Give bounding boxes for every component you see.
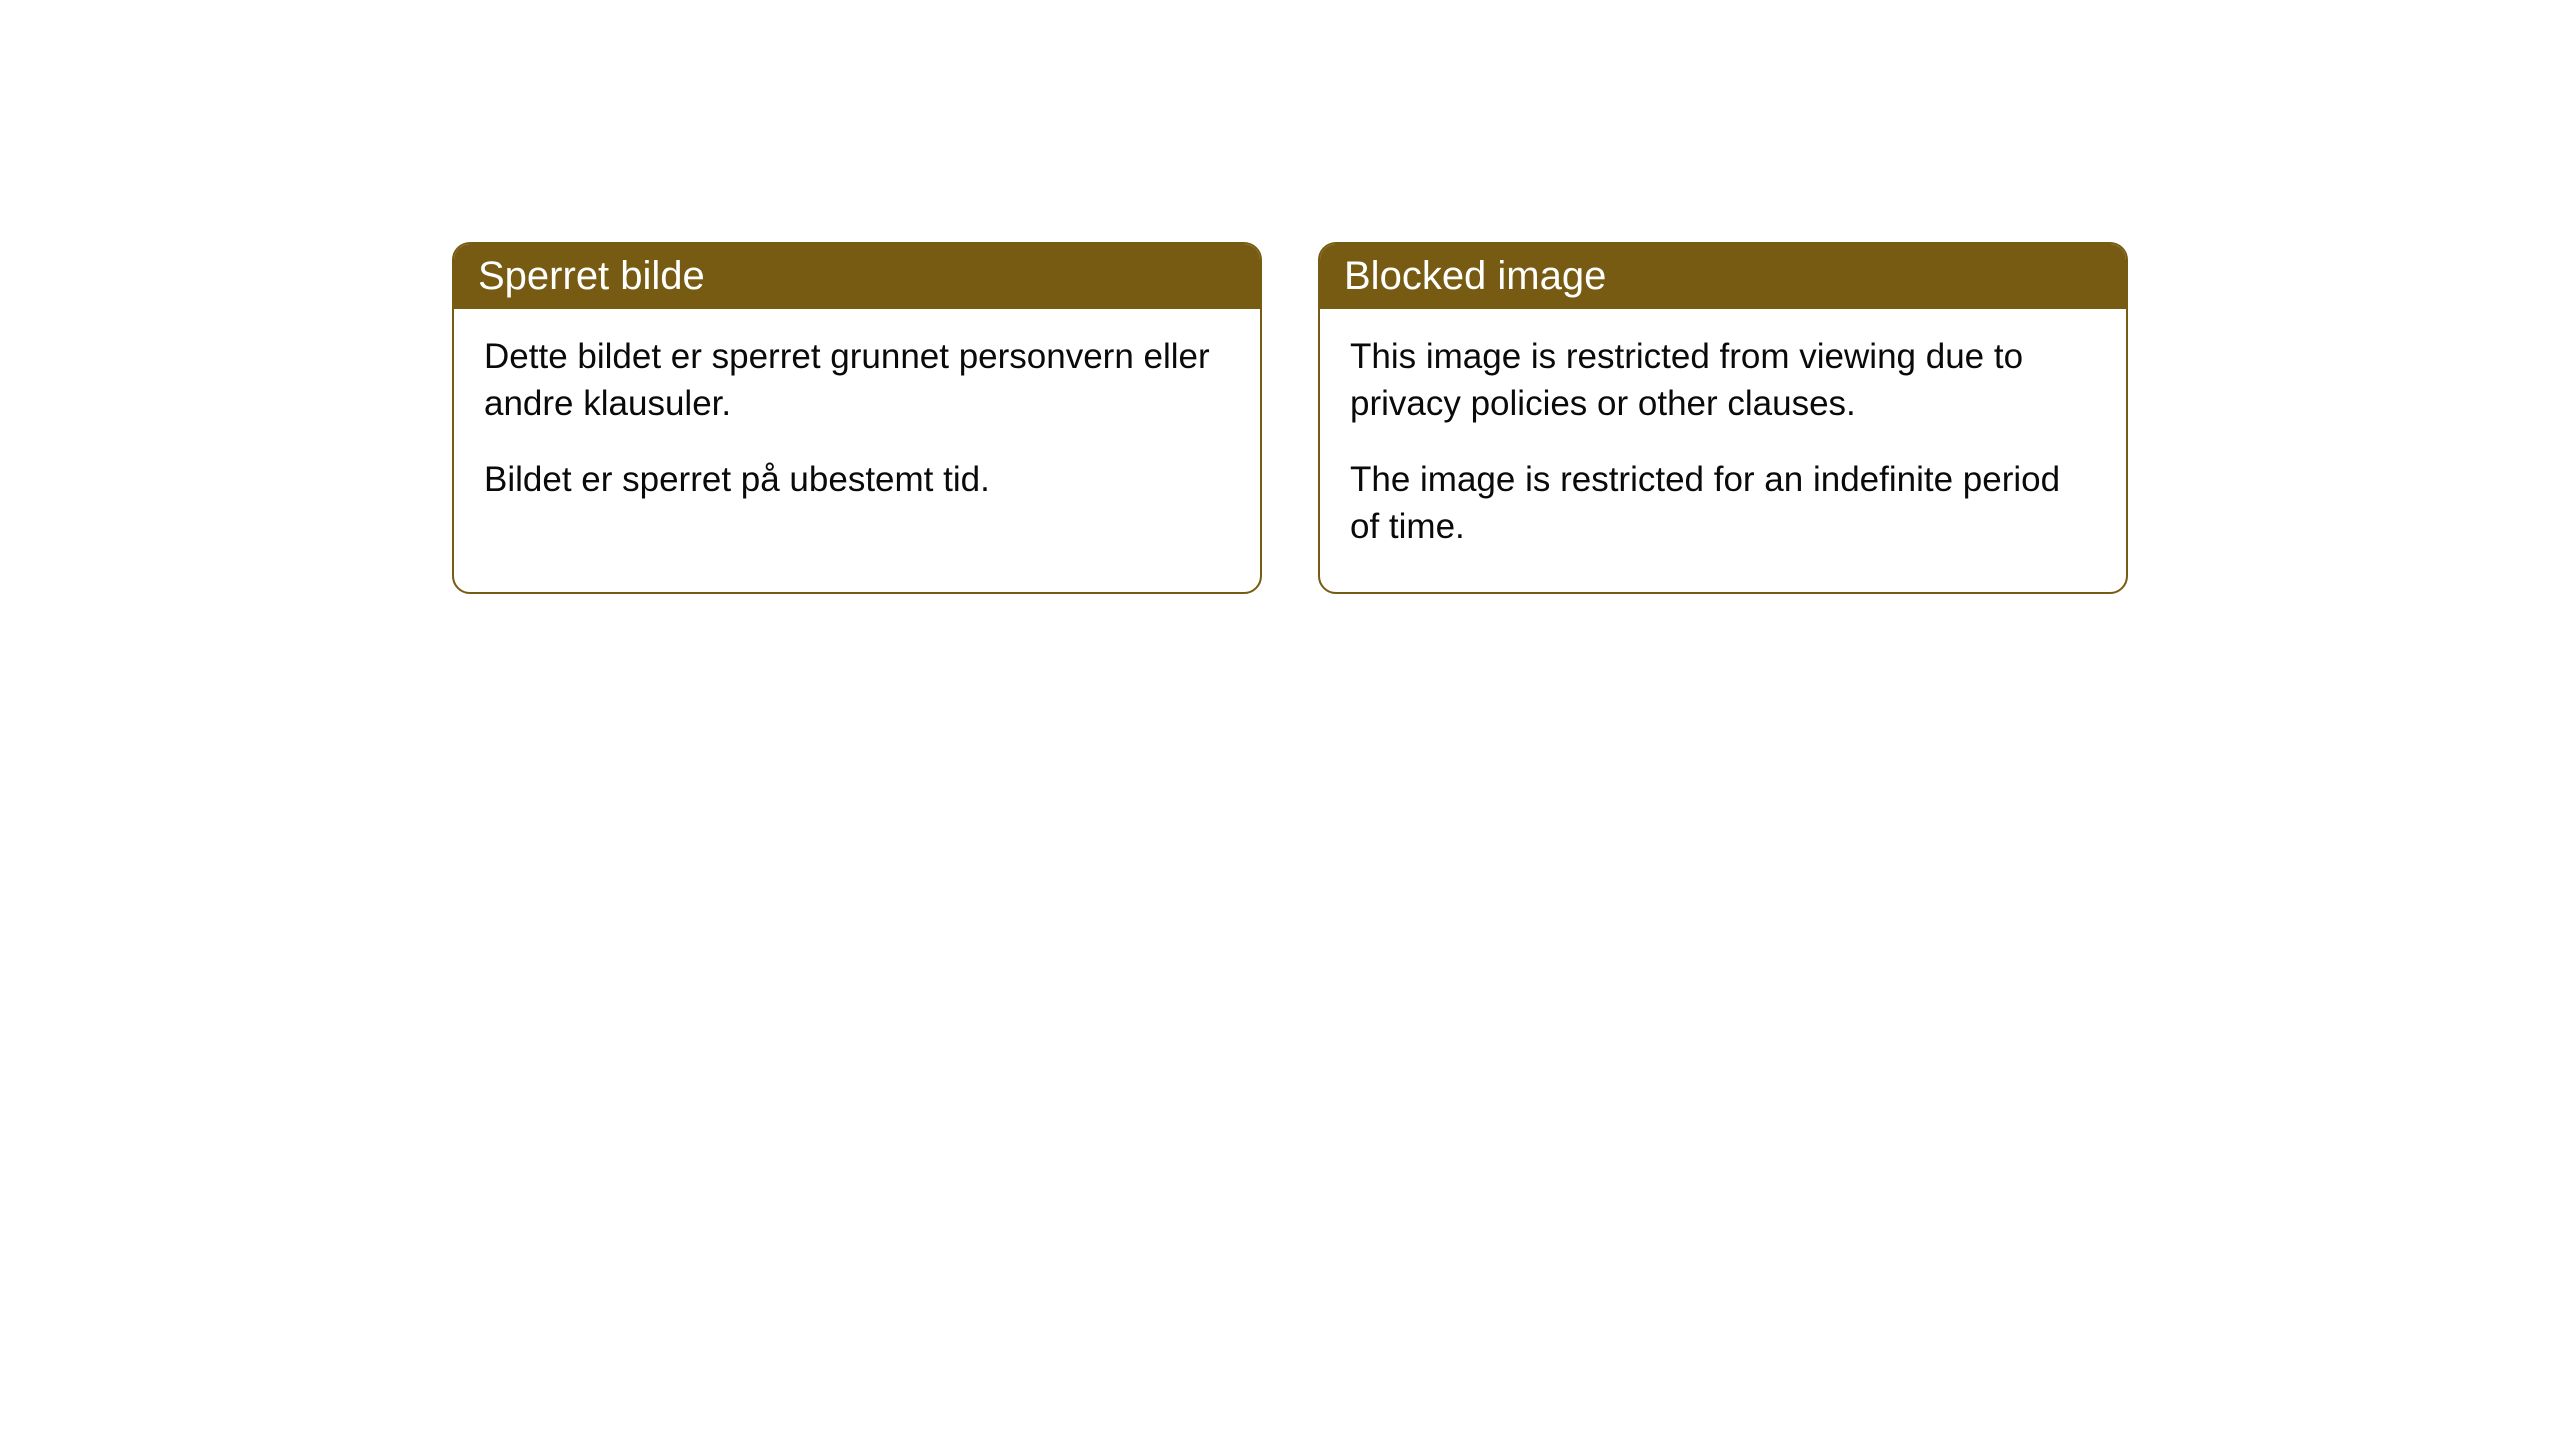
- notice-paragraph: The image is restricted for an indefinit…: [1350, 456, 2096, 551]
- notices-container: Sperret bilde Dette bildet er sperret gr…: [452, 242, 2128, 594]
- notice-paragraph: Bildet er sperret på ubestemt tid.: [484, 456, 1230, 503]
- notice-header-norwegian: Sperret bilde: [454, 244, 1260, 309]
- notice-header-english: Blocked image: [1320, 244, 2126, 309]
- notice-paragraph: Dette bildet er sperret grunnet personve…: [484, 333, 1230, 428]
- notice-paragraph: This image is restricted from viewing du…: [1350, 333, 2096, 428]
- notice-card-english: Blocked image This image is restricted f…: [1318, 242, 2128, 594]
- notice-body-norwegian: Dette bildet er sperret grunnet personve…: [454, 309, 1260, 545]
- notice-body-english: This image is restricted from viewing du…: [1320, 309, 2126, 592]
- notice-card-norwegian: Sperret bilde Dette bildet er sperret gr…: [452, 242, 1262, 594]
